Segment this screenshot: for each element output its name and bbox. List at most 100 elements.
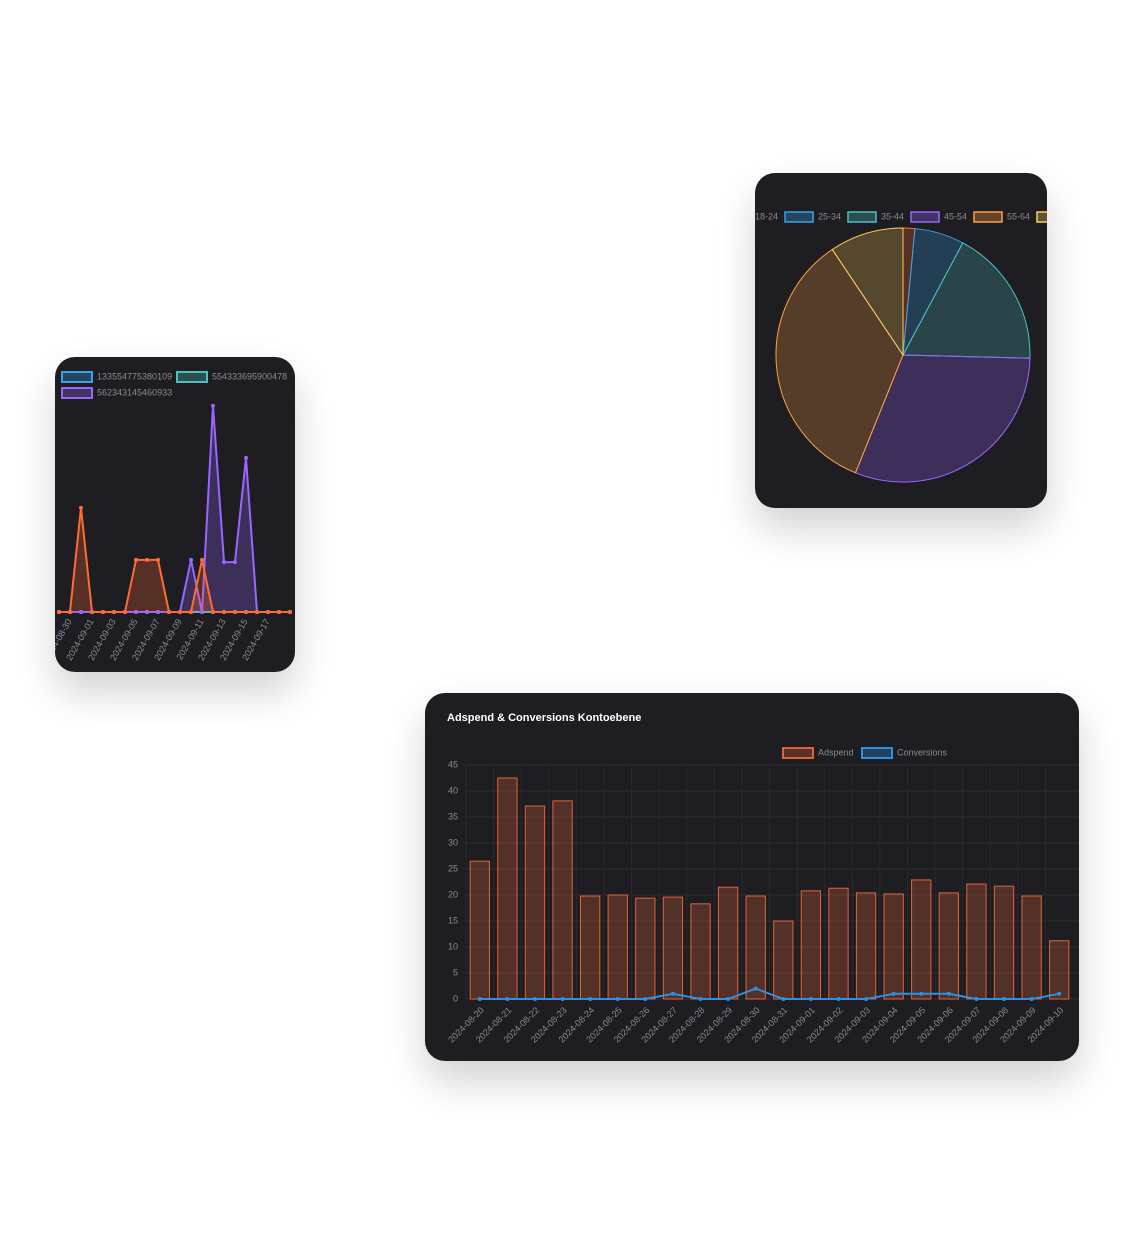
point [156,610,160,614]
point [266,610,270,614]
point [643,997,648,1001]
bar [524,805,546,1000]
point [79,505,83,510]
point [698,997,703,1001]
series-line [479,987,1060,1000]
y-tick-label: 35 [448,811,458,821]
series-line [59,405,290,613]
bar [938,892,959,1000]
point [277,610,281,614]
y-tick-label: 25 [448,863,458,873]
area-fill [59,405,290,612]
point [588,997,593,1001]
point [178,610,182,614]
legend-label: 562343145460933 [97,387,172,397]
point [68,610,72,614]
point [244,455,248,460]
point [222,610,226,614]
bar [662,896,684,1000]
point [255,610,259,614]
point [123,610,127,614]
bar [497,777,518,1000]
legend-swatch [973,211,1003,223]
point [189,610,193,614]
pie-slice [775,248,904,474]
legend-swatch [782,747,814,759]
bar [635,897,656,1000]
line-card: 133554775380109 554333695900478 5623431454… [55,357,295,672]
point [505,997,510,1001]
point [532,997,537,1001]
y-tick-label: 5 [453,967,458,977]
legend-swatch [861,747,893,759]
point [836,997,841,1001]
legend-label: 25-34 [818,211,841,221]
point [145,557,149,562]
bar-card: Adspend & Conversions Kontoebene Adspend C… [425,693,1079,1061]
point [233,610,237,614]
point [112,610,116,614]
pie-slice [902,242,1031,359]
legend-swatch [176,371,208,383]
point [134,557,138,562]
pie-chart: 18-24 25-34 35-44 45-54 55-64 [755,211,1047,483]
bar [745,895,766,1000]
point [57,610,61,614]
point [79,610,83,614]
point [288,610,292,614]
point [1029,997,1034,1001]
y-tick-label: 0 [453,993,458,1003]
point [200,610,204,614]
legend-swatch [847,211,877,223]
y-tick-label: 30 [448,837,458,847]
legend-swatch [1036,211,1047,223]
y-tick-label: 20 [448,889,458,899]
y-tick-label: 10 [448,941,458,951]
bar [773,920,794,1000]
point [615,997,620,1001]
point [753,986,758,991]
series-line [59,507,290,613]
point [477,997,482,1001]
legend-label: Conversions [897,747,948,757]
point [726,997,731,1001]
bar [1049,940,1070,1000]
point [781,997,786,1001]
legend-swatch [784,211,814,223]
point [101,610,105,614]
point [156,557,160,562]
bar [552,800,573,1000]
legend-label: 554333695900478 [212,371,287,381]
bar [966,883,987,1000]
area-fill [59,507,290,612]
pie-card: 18-24 25-34 35-44 45-54 55-64 [755,173,1047,508]
bar [800,890,822,1000]
pie-slice [854,354,1031,483]
point [244,610,248,614]
bar [690,903,711,1000]
legend-label: 18-24 [755,211,778,221]
point [145,610,149,614]
point [200,557,204,562]
point [134,610,138,614]
point [808,997,813,1001]
legend-swatch [61,371,93,383]
y-tick-label: 15 [448,915,458,925]
bar [469,860,490,1000]
y-tick-label: 40 [448,785,458,795]
line-chart: 133554775380109 554333695900478 5623431454… [55,371,292,662]
point [974,997,979,1001]
bar [607,894,628,1000]
bar [993,885,1015,1000]
bar [828,887,849,1000]
bar [580,895,601,1000]
legend-label: Adspend [818,747,854,757]
point [211,610,215,614]
point [919,991,924,996]
point [211,403,215,408]
point [670,991,675,996]
point [222,560,226,565]
bar [883,893,904,1000]
point [167,610,171,614]
